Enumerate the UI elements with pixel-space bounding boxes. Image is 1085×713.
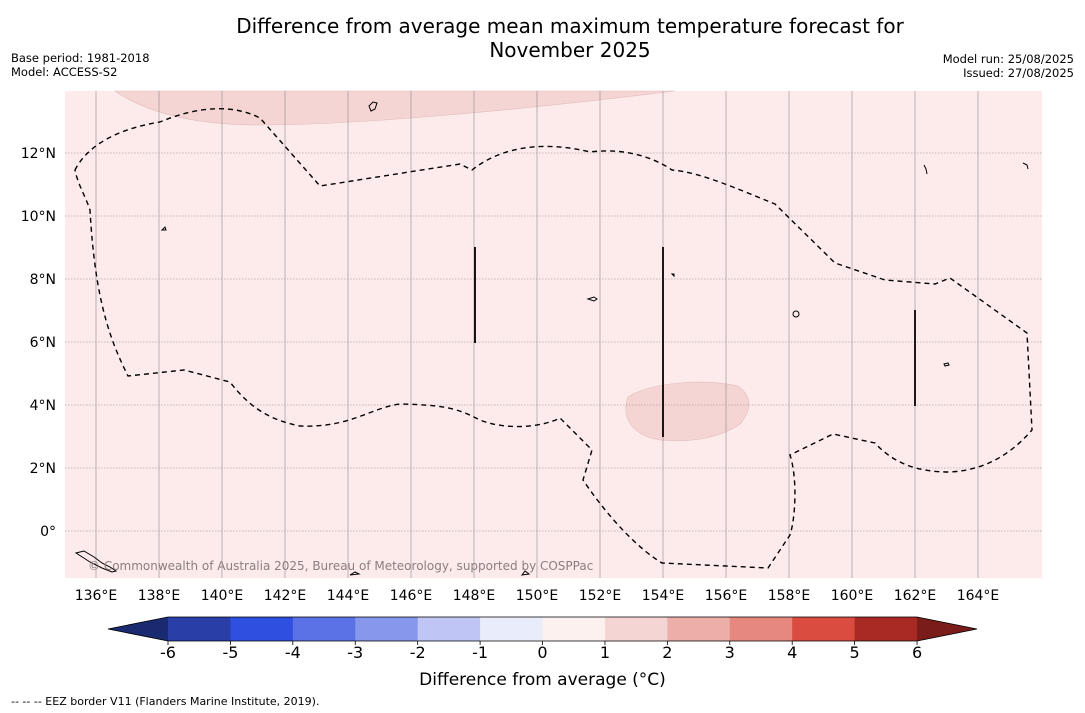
lon-label-158: 158°E <box>768 588 811 604</box>
boundary-segments <box>474 247 916 437</box>
lon-label-142: 142°E <box>264 588 307 604</box>
copyright-notice: © Commonwealth of Australia 2025, Bureau… <box>88 559 593 573</box>
issued-date: Issued: 27/08/2025 <box>963 66 1074 80</box>
eez-border <box>74 108 1033 569</box>
colorbar-tick-label-8: 2 <box>662 643 672 662</box>
lat-label-2: 2°N <box>30 461 56 477</box>
meta-left: Base period: 1981-2018 Model: ACCESS-S2 <box>11 51 150 79</box>
longitude-labels: 136°E 138°E 140°E 142°E 144°E 146°E 148°E 150°E… <box>75 588 1000 604</box>
lon-label-154: 154°E <box>642 588 685 604</box>
island-pohnpei <box>792 310 800 318</box>
lon-label-156: 156°E <box>705 588 748 604</box>
island-small-2 <box>349 571 361 576</box>
island-yap <box>160 226 167 231</box>
map-plot-area <box>65 91 1042 578</box>
island-small-1 <box>670 273 675 278</box>
lat-label-4: 4°N <box>30 398 56 414</box>
lon-label-148: 148°E <box>453 588 496 604</box>
colorbar-tick-label-2: -4 <box>285 643 301 662</box>
island-guam <box>368 101 378 112</box>
colorbar-tick-label-3: -3 <box>347 643 363 662</box>
colorbar-segment-3 <box>355 617 419 641</box>
title-line-2: November 2025 <box>489 38 651 62</box>
warm-patch-central <box>625 381 750 442</box>
colorbar <box>107 616 978 642</box>
lon-label-160: 160°E <box>831 588 874 604</box>
island-small-3 <box>520 570 531 576</box>
colorbar-segment-11 <box>854 617 918 641</box>
lon-label-144: 144°E <box>327 588 370 604</box>
colorbar-tick-label-11: 5 <box>850 643 860 662</box>
latitude-labels: 12°N 10°N 8°N 6°N 4°N 2°N 0° <box>21 146 56 540</box>
lat-label-0: 0° <box>40 524 56 540</box>
lon-label-152: 152°E <box>579 588 622 604</box>
lon-label-138: 138°E <box>138 588 181 604</box>
island-small-5 <box>1022 162 1029 170</box>
island-admiralty <box>74 550 118 573</box>
lon-label-146: 146°E <box>390 588 433 604</box>
islands <box>74 101 1029 576</box>
colorbar-tick-label-4: -2 <box>410 643 426 662</box>
lon-label-150: 150°E <box>516 588 559 604</box>
lat-label-6: 6°N <box>30 335 56 351</box>
colorbar-segment-7 <box>604 617 668 641</box>
lat-label-8: 8°N <box>30 272 56 288</box>
title-line-1: Difference from average mean maximum tem… <box>236 14 904 38</box>
lon-label-162: 162°E <box>894 588 937 604</box>
island-kosrae <box>943 362 950 367</box>
colorbar-segment-0 <box>168 617 231 641</box>
lon-label-164: 164°E <box>957 588 1000 604</box>
colorbar-tick-label-1: -5 <box>222 643 238 662</box>
colorbar-segment-10 <box>792 617 856 641</box>
base-period: Base period: 1981-2018 <box>11 51 150 65</box>
island-small-4 <box>923 164 928 175</box>
eez-footnote: -- -- -- EEZ border V11 (Flanders Marine… <box>11 695 320 708</box>
colorbar-segment-8 <box>667 617 731 641</box>
colorbar-segment-9 <box>729 617 793 641</box>
colorbar-tick-label-12: 6 <box>912 643 922 662</box>
colorbar-segment-6 <box>542 617 606 641</box>
colorbar-extend-low <box>108 617 168 641</box>
colorbar-segment-2 <box>292 617 356 641</box>
colorbar-extend-high <box>917 617 977 641</box>
colorbar-tick-labels: -6 -5 -4 -3 -2 -1 0 1 2 3 4 5 6 <box>160 641 922 662</box>
meta-right: Model run: 25/08/2025 Issued: 27/08/2025 <box>943 52 1074 80</box>
lon-label-136: 136°E <box>75 588 118 604</box>
colorbar-label: Difference from average (°C) <box>419 670 666 690</box>
colorbar-tick-label-9: 3 <box>725 643 735 662</box>
colorbar-segment-4 <box>417 617 481 641</box>
colorbar-tick-label-6: 0 <box>537 643 547 662</box>
map-figure: © Commonwealth of Australia 2025, Bureau… <box>21 90 1042 662</box>
lat-label-12: 12°N <box>21 146 56 162</box>
island-chuuk <box>586 296 598 302</box>
colorbar-tick-label-7: 1 <box>600 643 610 662</box>
colorbar-tick-label-10: 4 <box>787 643 797 662</box>
model-name: Model: ACCESS-S2 <box>11 65 118 79</box>
colorbar-segment-5 <box>480 617 544 641</box>
model-run: Model run: 25/08/2025 <box>942 52 1074 66</box>
map-title: Difference from average mean maximum tem… <box>170 14 970 62</box>
colorbar-segment-1 <box>230 617 294 641</box>
lat-label-10: 10°N <box>21 209 56 225</box>
colorbar-tick-label-0: -6 <box>160 643 176 662</box>
colorbar-tick-label-5: -1 <box>472 643 488 662</box>
warm-patch-north <box>114 90 676 126</box>
lon-label-140: 140°E <box>201 588 244 604</box>
